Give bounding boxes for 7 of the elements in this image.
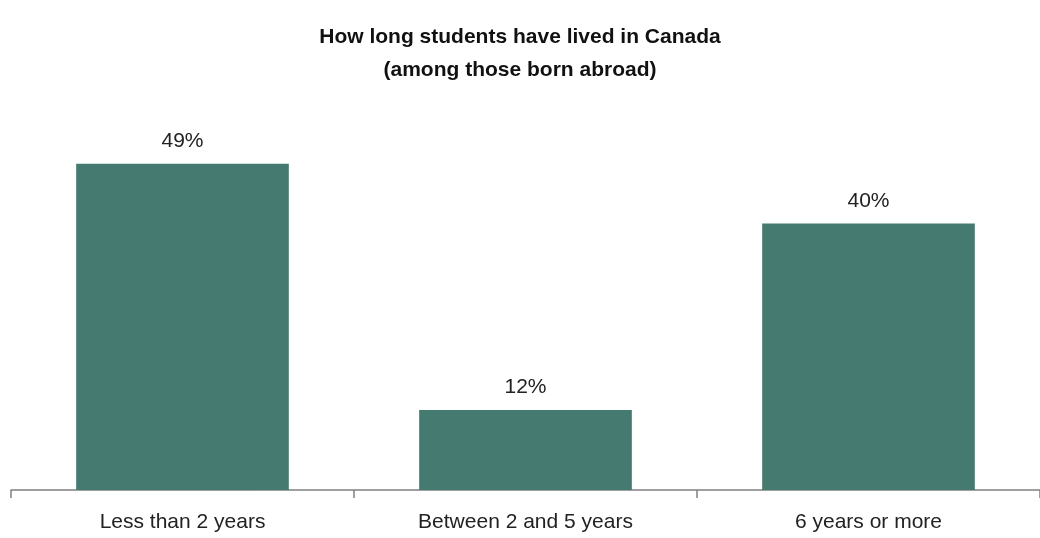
x-tick-label: Less than 2 years xyxy=(99,509,266,532)
data-label: 49% xyxy=(161,127,204,151)
x-tick-label: Between 2 and 5 years xyxy=(418,509,633,532)
chart-title: How long students have lived in Canada (among those born abroad) xyxy=(319,24,722,80)
data-label: 12% xyxy=(504,374,547,398)
data-label: 40% xyxy=(847,187,890,211)
x-tick-label: 6 years or more xyxy=(794,509,943,532)
